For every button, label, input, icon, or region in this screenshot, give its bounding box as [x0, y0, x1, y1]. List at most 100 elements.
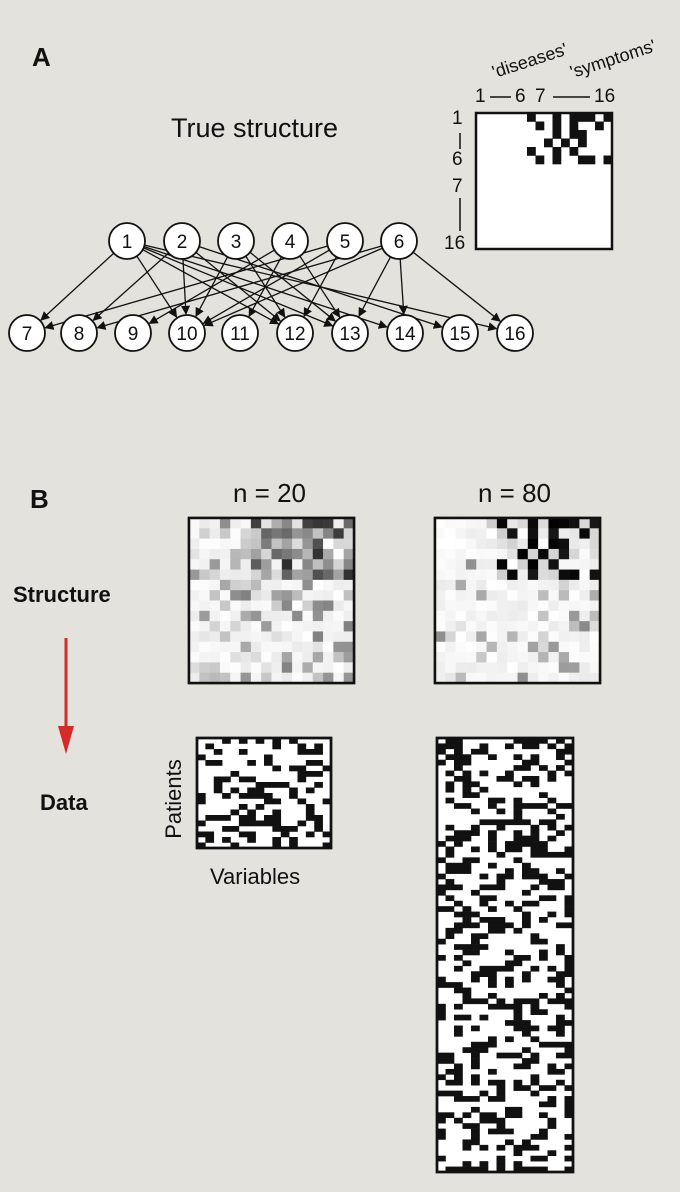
heat-cell	[230, 641, 241, 653]
heat-cell	[558, 600, 570, 612]
data-cell	[539, 895, 548, 902]
data-cell	[496, 879, 506, 885]
data-cell	[539, 765, 548, 771]
data-cell	[556, 765, 565, 771]
data-cell	[539, 955, 548, 961]
heat-cell	[548, 652, 560, 663]
heat-cell	[589, 672, 601, 684]
svg-text:7: 7	[22, 324, 33, 345]
panel-a-letter: A	[32, 42, 51, 72]
data-cell	[522, 738, 531, 744]
data-cell	[230, 809, 240, 816]
heat-cell	[496, 538, 508, 550]
data-cell	[539, 873, 548, 880]
data-cell	[445, 879, 455, 885]
node-9: 9	[114, 314, 152, 352]
data-cell	[496, 922, 506, 929]
data-cell	[213, 782, 223, 788]
heat-cell	[323, 631, 334, 643]
heat-cell	[517, 590, 529, 601]
heat-cell	[333, 559, 344, 570]
data-cell	[488, 976, 497, 983]
data-cell	[264, 820, 273, 827]
heat-cell	[199, 569, 210, 581]
data-cell	[437, 841, 446, 847]
heat-cell	[548, 538, 560, 550]
heat-cell	[240, 569, 252, 581]
data-cell	[437, 976, 446, 983]
svg-text:9: 9	[128, 324, 139, 345]
data-cell	[322, 765, 332, 772]
heat-cell	[465, 518, 477, 529]
heat-cell	[496, 641, 508, 653]
heat-cell	[517, 631, 529, 643]
heat-cell	[209, 621, 221, 632]
data-cell	[322, 842, 332, 849]
data-cell	[445, 1068, 455, 1075]
heat-cell	[527, 590, 539, 601]
panel-a-graphics: 1 2 3 4 5 67 8 9 10 11 12 13 14 15 16	[8, 96, 614, 352]
data-cell	[539, 949, 548, 956]
data-cell	[437, 1128, 446, 1135]
heat-cell	[209, 559, 221, 570]
data-cell	[505, 976, 514, 983]
data-cell	[471, 922, 480, 929]
heat-cell	[527, 569, 539, 581]
heat-cell	[281, 641, 293, 653]
data-cell	[539, 1101, 548, 1108]
data-cell	[305, 831, 315, 838]
data-cell	[471, 1123, 480, 1129]
data-cell	[445, 927, 455, 934]
heat-cell	[455, 641, 467, 653]
heat-cell	[589, 569, 601, 581]
heat-cell	[302, 590, 314, 601]
heat-cell	[527, 538, 539, 550]
heat-cell	[465, 610, 477, 622]
data-cell	[513, 797, 523, 804]
heat-cell	[281, 631, 293, 643]
heat-cell	[199, 559, 210, 570]
heat-cell	[209, 579, 221, 591]
heat-cell	[435, 569, 446, 581]
data-cell	[238, 831, 248, 838]
data-cell	[530, 1090, 540, 1097]
data-cell	[213, 749, 223, 755]
data-cell	[289, 793, 298, 799]
data-cell	[496, 1052, 506, 1059]
data-cell	[539, 1085, 548, 1091]
heat-cell	[230, 652, 241, 663]
data-cell	[437, 906, 446, 912]
data-cell	[522, 955, 531, 961]
heat-cell	[435, 548, 446, 560]
data-cell	[564, 851, 574, 858]
data-cell	[496, 873, 506, 880]
data-cell	[496, 824, 506, 831]
data-cell	[556, 813, 565, 820]
heat-cell	[558, 621, 570, 632]
svg-text:10: 10	[176, 324, 197, 345]
heat-cell	[517, 548, 529, 560]
svg-text:1: 1	[122, 232, 133, 253]
data-cell	[564, 895, 574, 902]
heat-cell	[476, 610, 487, 622]
heat-cell	[445, 590, 456, 601]
data-cell	[230, 787, 240, 794]
data-cell	[505, 868, 514, 874]
heat-cell	[261, 548, 272, 560]
data-cell	[556, 868, 565, 874]
data-cell	[462, 1144, 472, 1151]
data-cell	[564, 1041, 574, 1048]
data-cell	[496, 1085, 506, 1091]
data-cell	[505, 770, 514, 777]
data-cell	[488, 754, 497, 760]
heat-cell	[261, 528, 272, 539]
heat-cell	[209, 590, 221, 601]
data-cell	[530, 846, 540, 853]
data-cell	[437, 1014, 446, 1021]
data-cell	[437, 1003, 446, 1010]
data-cell	[471, 830, 480, 836]
truth-cell-3-13	[578, 130, 587, 139]
data-cell	[445, 738, 455, 744]
data-cell	[305, 809, 315, 816]
heat-cell	[312, 662, 324, 673]
